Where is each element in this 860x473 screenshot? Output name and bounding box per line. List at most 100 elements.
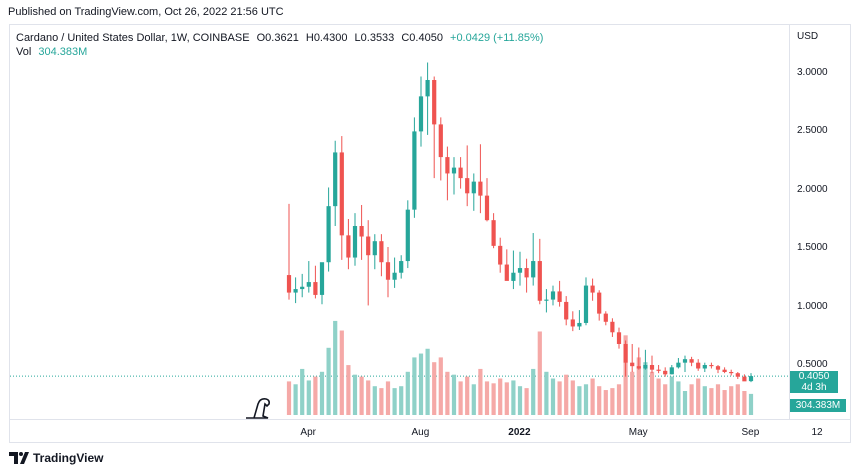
y-tick-label: 2.0000 bbox=[797, 183, 828, 195]
x-tick-label: Apr bbox=[300, 427, 316, 438]
candle bbox=[300, 273, 305, 298]
volume-bar bbox=[636, 357, 641, 415]
candle-body bbox=[616, 332, 622, 344]
candle-body bbox=[498, 245, 503, 265]
candle-body bbox=[643, 365, 648, 369]
volume-bar bbox=[537, 331, 542, 415]
volume-bar bbox=[326, 347, 331, 415]
symbol-title[interactable]: Cardano / United States Dollar, 1W, COIN… bbox=[16, 32, 250, 44]
volume-bar bbox=[491, 383, 496, 415]
candle bbox=[722, 367, 727, 374]
volume-bar bbox=[504, 382, 509, 415]
candle-body bbox=[702, 365, 707, 369]
volume-bar bbox=[451, 374, 457, 415]
volume-bar bbox=[715, 384, 721, 415]
last-price-value: 0.4050 bbox=[798, 371, 830, 383]
candle bbox=[636, 347, 641, 370]
candle-body bbox=[319, 262, 325, 295]
candle bbox=[385, 247, 391, 298]
x-tick-label: 12 bbox=[811, 427, 823, 438]
volume-bar bbox=[729, 386, 734, 415]
candle bbox=[649, 355, 655, 374]
volume-bar bbox=[583, 384, 589, 415]
candle-body bbox=[352, 226, 358, 258]
candle bbox=[557, 280, 562, 307]
published-note: Published on TradingView.com, Oct 26, 20… bbox=[8, 6, 284, 18]
candle-body bbox=[399, 261, 404, 273]
volume-bar bbox=[682, 391, 688, 415]
volume-bar bbox=[352, 374, 358, 415]
candle-body bbox=[405, 209, 410, 262]
candle bbox=[286, 203, 292, 300]
candle bbox=[471, 173, 476, 211]
volume-bar bbox=[564, 374, 569, 415]
candle bbox=[438, 117, 443, 181]
tradingview-brand[interactable]: TradingView bbox=[9, 451, 103, 465]
candle bbox=[630, 343, 635, 373]
candle-body bbox=[597, 292, 602, 314]
candle bbox=[425, 62, 430, 135]
candle bbox=[432, 76, 437, 179]
candle bbox=[339, 136, 344, 260]
candle-body bbox=[432, 80, 437, 125]
candle bbox=[590, 278, 595, 301]
candle-body bbox=[610, 321, 615, 333]
candle-body bbox=[550, 291, 556, 300]
brand-name: TradingView bbox=[33, 451, 104, 465]
candle-body bbox=[537, 261, 542, 301]
candle-body bbox=[630, 362, 635, 367]
chart-panel[interactable] bbox=[9, 24, 851, 443]
candle-body bbox=[735, 373, 740, 377]
candle-body bbox=[445, 157, 450, 174]
volume-bar bbox=[669, 376, 674, 415]
candle bbox=[564, 296, 569, 326]
candle bbox=[405, 200, 410, 269]
volume-bar bbox=[319, 371, 325, 415]
volume-tag: 304.383M bbox=[790, 399, 846, 412]
volume-label[interactable]: Vol bbox=[16, 46, 32, 58]
candle-body bbox=[663, 370, 668, 375]
candle bbox=[517, 251, 523, 286]
candle-body bbox=[293, 289, 298, 293]
candle-body bbox=[742, 376, 747, 382]
candle bbox=[531, 233, 536, 286]
volume-bar bbox=[722, 390, 727, 415]
candle bbox=[669, 365, 674, 375]
volume-bar bbox=[286, 381, 292, 415]
volume-bar bbox=[544, 371, 549, 415]
low-value: L0.3533 bbox=[354, 32, 395, 44]
currency-label[interactable]: USD bbox=[797, 31, 819, 42]
volume-value: 304.383M bbox=[38, 46, 88, 58]
candle-body bbox=[412, 131, 417, 210]
candle-body bbox=[333, 152, 338, 207]
volume-bar bbox=[498, 378, 503, 415]
candle-body bbox=[359, 226, 364, 237]
candle bbox=[352, 213, 358, 266]
candle bbox=[550, 285, 556, 306]
volume-bar bbox=[663, 384, 668, 415]
volume-bar bbox=[333, 320, 338, 415]
candle bbox=[623, 340, 628, 377]
volume-bar bbox=[478, 368, 483, 415]
volume-bar bbox=[590, 378, 595, 415]
volume-bar bbox=[392, 388, 397, 415]
candle bbox=[451, 157, 457, 195]
volume-bar bbox=[293, 384, 298, 415]
candle bbox=[478, 144, 483, 214]
candle-body bbox=[682, 359, 688, 363]
volume-bar bbox=[656, 378, 661, 415]
volume-bar bbox=[597, 386, 602, 415]
candle bbox=[748, 373, 754, 383]
candle-body bbox=[722, 369, 727, 373]
candle bbox=[735, 372, 740, 380]
candle bbox=[696, 359, 701, 371]
volume-bar bbox=[471, 384, 476, 415]
candle bbox=[702, 362, 707, 373]
volume-bar bbox=[570, 380, 575, 415]
candle-body bbox=[458, 167, 463, 179]
volume-bar bbox=[432, 362, 437, 415]
candle bbox=[729, 369, 734, 376]
candle-body bbox=[729, 372, 734, 374]
candle-body bbox=[366, 236, 371, 256]
